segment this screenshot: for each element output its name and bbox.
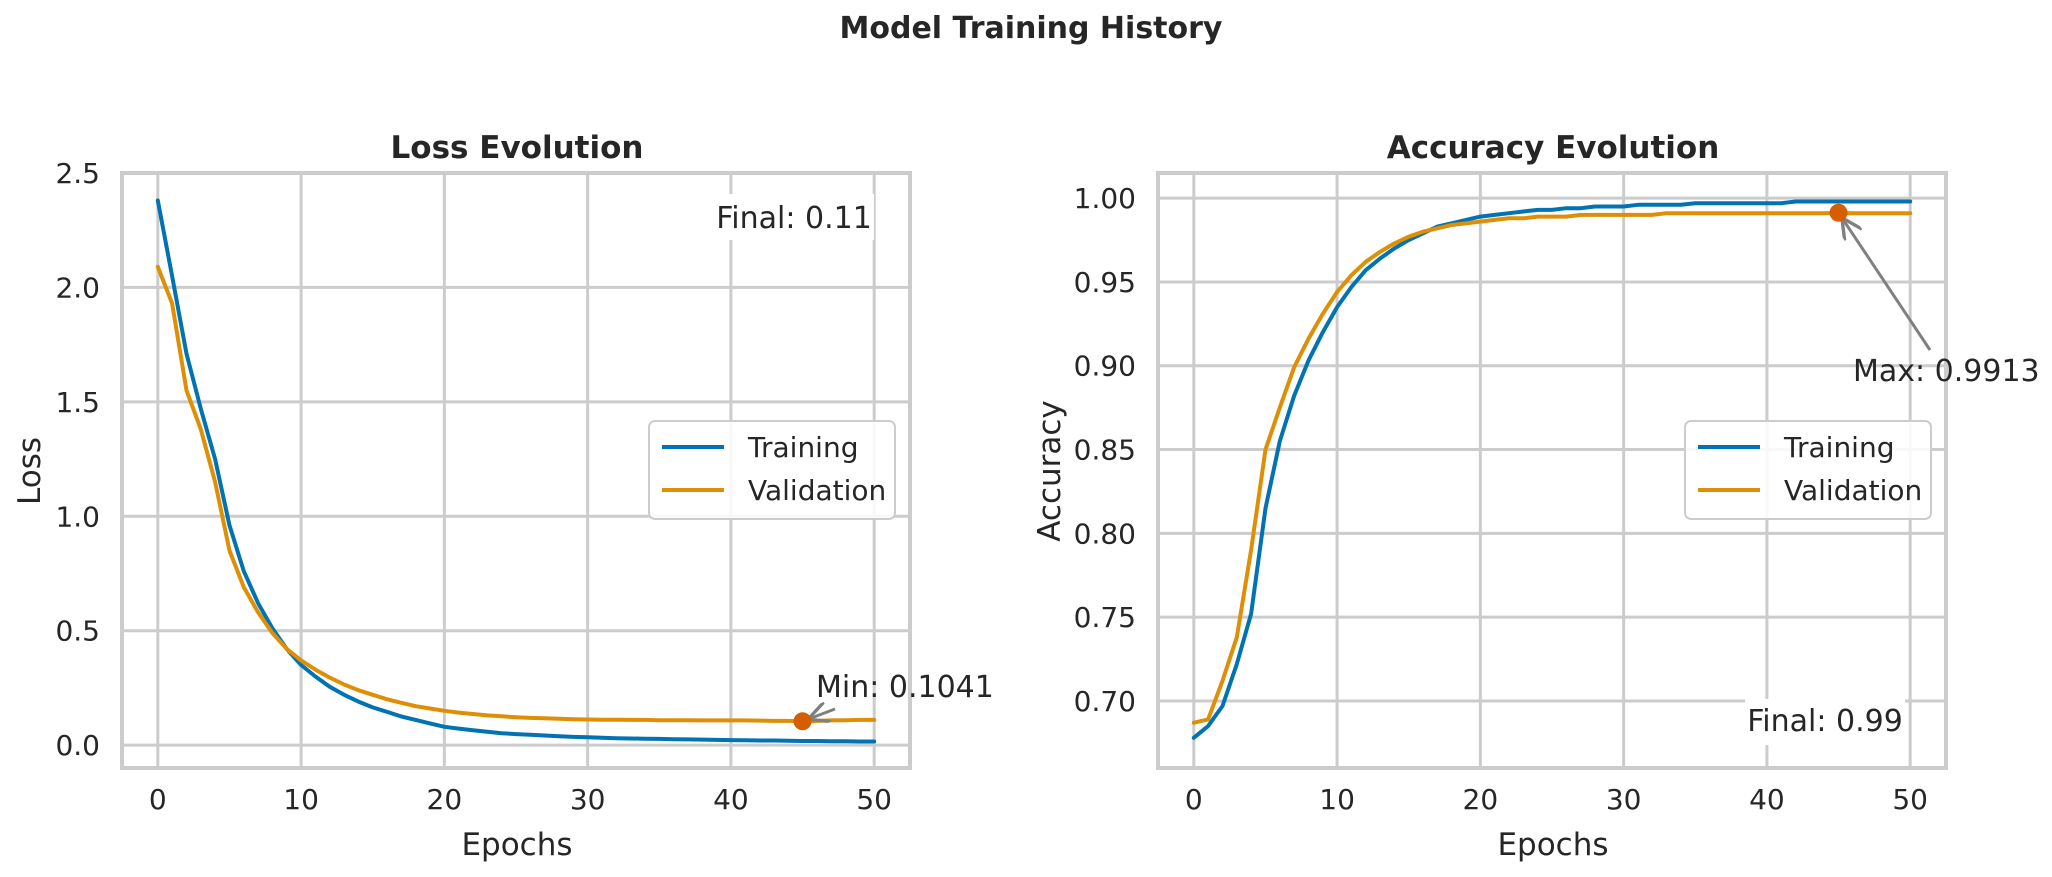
loss-legend: Training Validation xyxy=(648,420,896,520)
accuracy-training-line xyxy=(1191,199,1913,740)
accuracy-legend: Training Validation xyxy=(1684,420,1932,520)
loss-validation-line xyxy=(155,264,877,724)
loss-final-annotation: Final: 0.11 xyxy=(716,201,872,236)
accuracy-y-tick-label: 0.90 xyxy=(1074,350,1136,383)
accuracy-x-tick-label: 20 xyxy=(1463,783,1499,816)
accuracy-x-tick-label: 40 xyxy=(1749,783,1785,816)
loss-min-annotation: Min: 0.1041 xyxy=(816,670,994,705)
loss-legend-training-label: Training xyxy=(747,431,858,464)
loss-tick-labels: 0 10 20 30 40 50 0.0 0.5 1.0 1.5 2.0 2.5 xyxy=(55,157,892,816)
loss-y-tick-label: 2.0 xyxy=(55,271,100,304)
accuracy-final-box xyxy=(1745,699,1905,745)
loss-chart: Loss Evolution 0 10 20 30 40 50 0.0 0.5 1.0 1.5 2.… xyxy=(12,130,994,863)
figure-title: Model Training History xyxy=(840,11,1223,46)
accuracy-x-tick-label: 30 xyxy=(1606,783,1642,816)
loss-y-tick-label: 1.0 xyxy=(55,500,100,533)
loss-x-tick-label: 40 xyxy=(713,783,749,816)
accuracy-max-arrow xyxy=(1843,219,1932,351)
loss-x-tick-label: 50 xyxy=(856,783,892,816)
accuracy-y-tick-label: 0.85 xyxy=(1074,434,1136,467)
loss-legend-validation-label: Validation xyxy=(748,474,886,507)
loss-y-tick-label: 1.5 xyxy=(55,386,100,419)
accuracy-x-axis-label: Epochs xyxy=(1497,827,1608,863)
accuracy-legend-training-label: Training xyxy=(1783,431,1894,464)
accuracy-y-tick-label: 0.75 xyxy=(1074,601,1136,634)
loss-x-tick-label: 10 xyxy=(283,783,319,816)
accuracy-validation-line xyxy=(1191,210,1913,725)
loss-lines xyxy=(155,198,877,744)
accuracy-plot-frame xyxy=(1156,171,1948,770)
loss-y-tick-label: 0.0 xyxy=(55,729,100,762)
loss-min-marker xyxy=(793,712,812,731)
accuracy-tick-labels: 0 10 20 30 40 50 0.70 0.75 0.80 0.85 0.90 0.95 1.00 xyxy=(1074,182,1928,816)
accuracy-legend-validation-label: Validation xyxy=(1784,474,1922,507)
accuracy-max-marker xyxy=(1829,203,1848,222)
loss-y-axis-label: Loss xyxy=(12,437,48,505)
accuracy-y-axis-label: Accuracy xyxy=(1032,400,1068,542)
accuracy-lines xyxy=(1191,199,1913,740)
accuracy-y-tick-label: 1.00 xyxy=(1074,182,1136,215)
accuracy-x-tick-label: 10 xyxy=(1319,783,1355,816)
accuracy-chart: Accuracy Evolution 0 10 20 30 40 50 0.70 0.75 0.… xyxy=(1032,130,2040,863)
accuracy-y-tick-label: 0.80 xyxy=(1074,517,1136,550)
loss-y-tick-label: 2.5 xyxy=(55,157,100,190)
accuracy-max-annotation: Max: 0.9913 xyxy=(1853,354,2040,389)
loss-final-box xyxy=(714,194,874,240)
accuracy-y-tick-label: 0.95 xyxy=(1074,266,1136,299)
loss-x-tick-label: 30 xyxy=(570,783,606,816)
accuracy-y-tick-label: 0.70 xyxy=(1074,685,1136,718)
loss-x-tick-label: 0 xyxy=(149,783,167,816)
loss-min-arrow xyxy=(810,709,836,719)
accuracy-x-tick-label: 50 xyxy=(1892,783,1928,816)
accuracy-final-annotation: Final: 0.99 xyxy=(1747,704,1903,739)
accuracy-chart-title: Accuracy Evolution xyxy=(1387,130,1720,166)
loss-x-axis-label: Epochs xyxy=(461,827,572,863)
loss-plot-frame xyxy=(120,171,912,770)
loss-x-tick-label: 20 xyxy=(427,783,463,816)
loss-chart-title: Loss Evolution xyxy=(391,130,644,166)
accuracy-x-tick-label: 0 xyxy=(1185,783,1203,816)
loss-y-tick-label: 0.5 xyxy=(55,615,100,648)
loss-training-line xyxy=(155,198,877,744)
